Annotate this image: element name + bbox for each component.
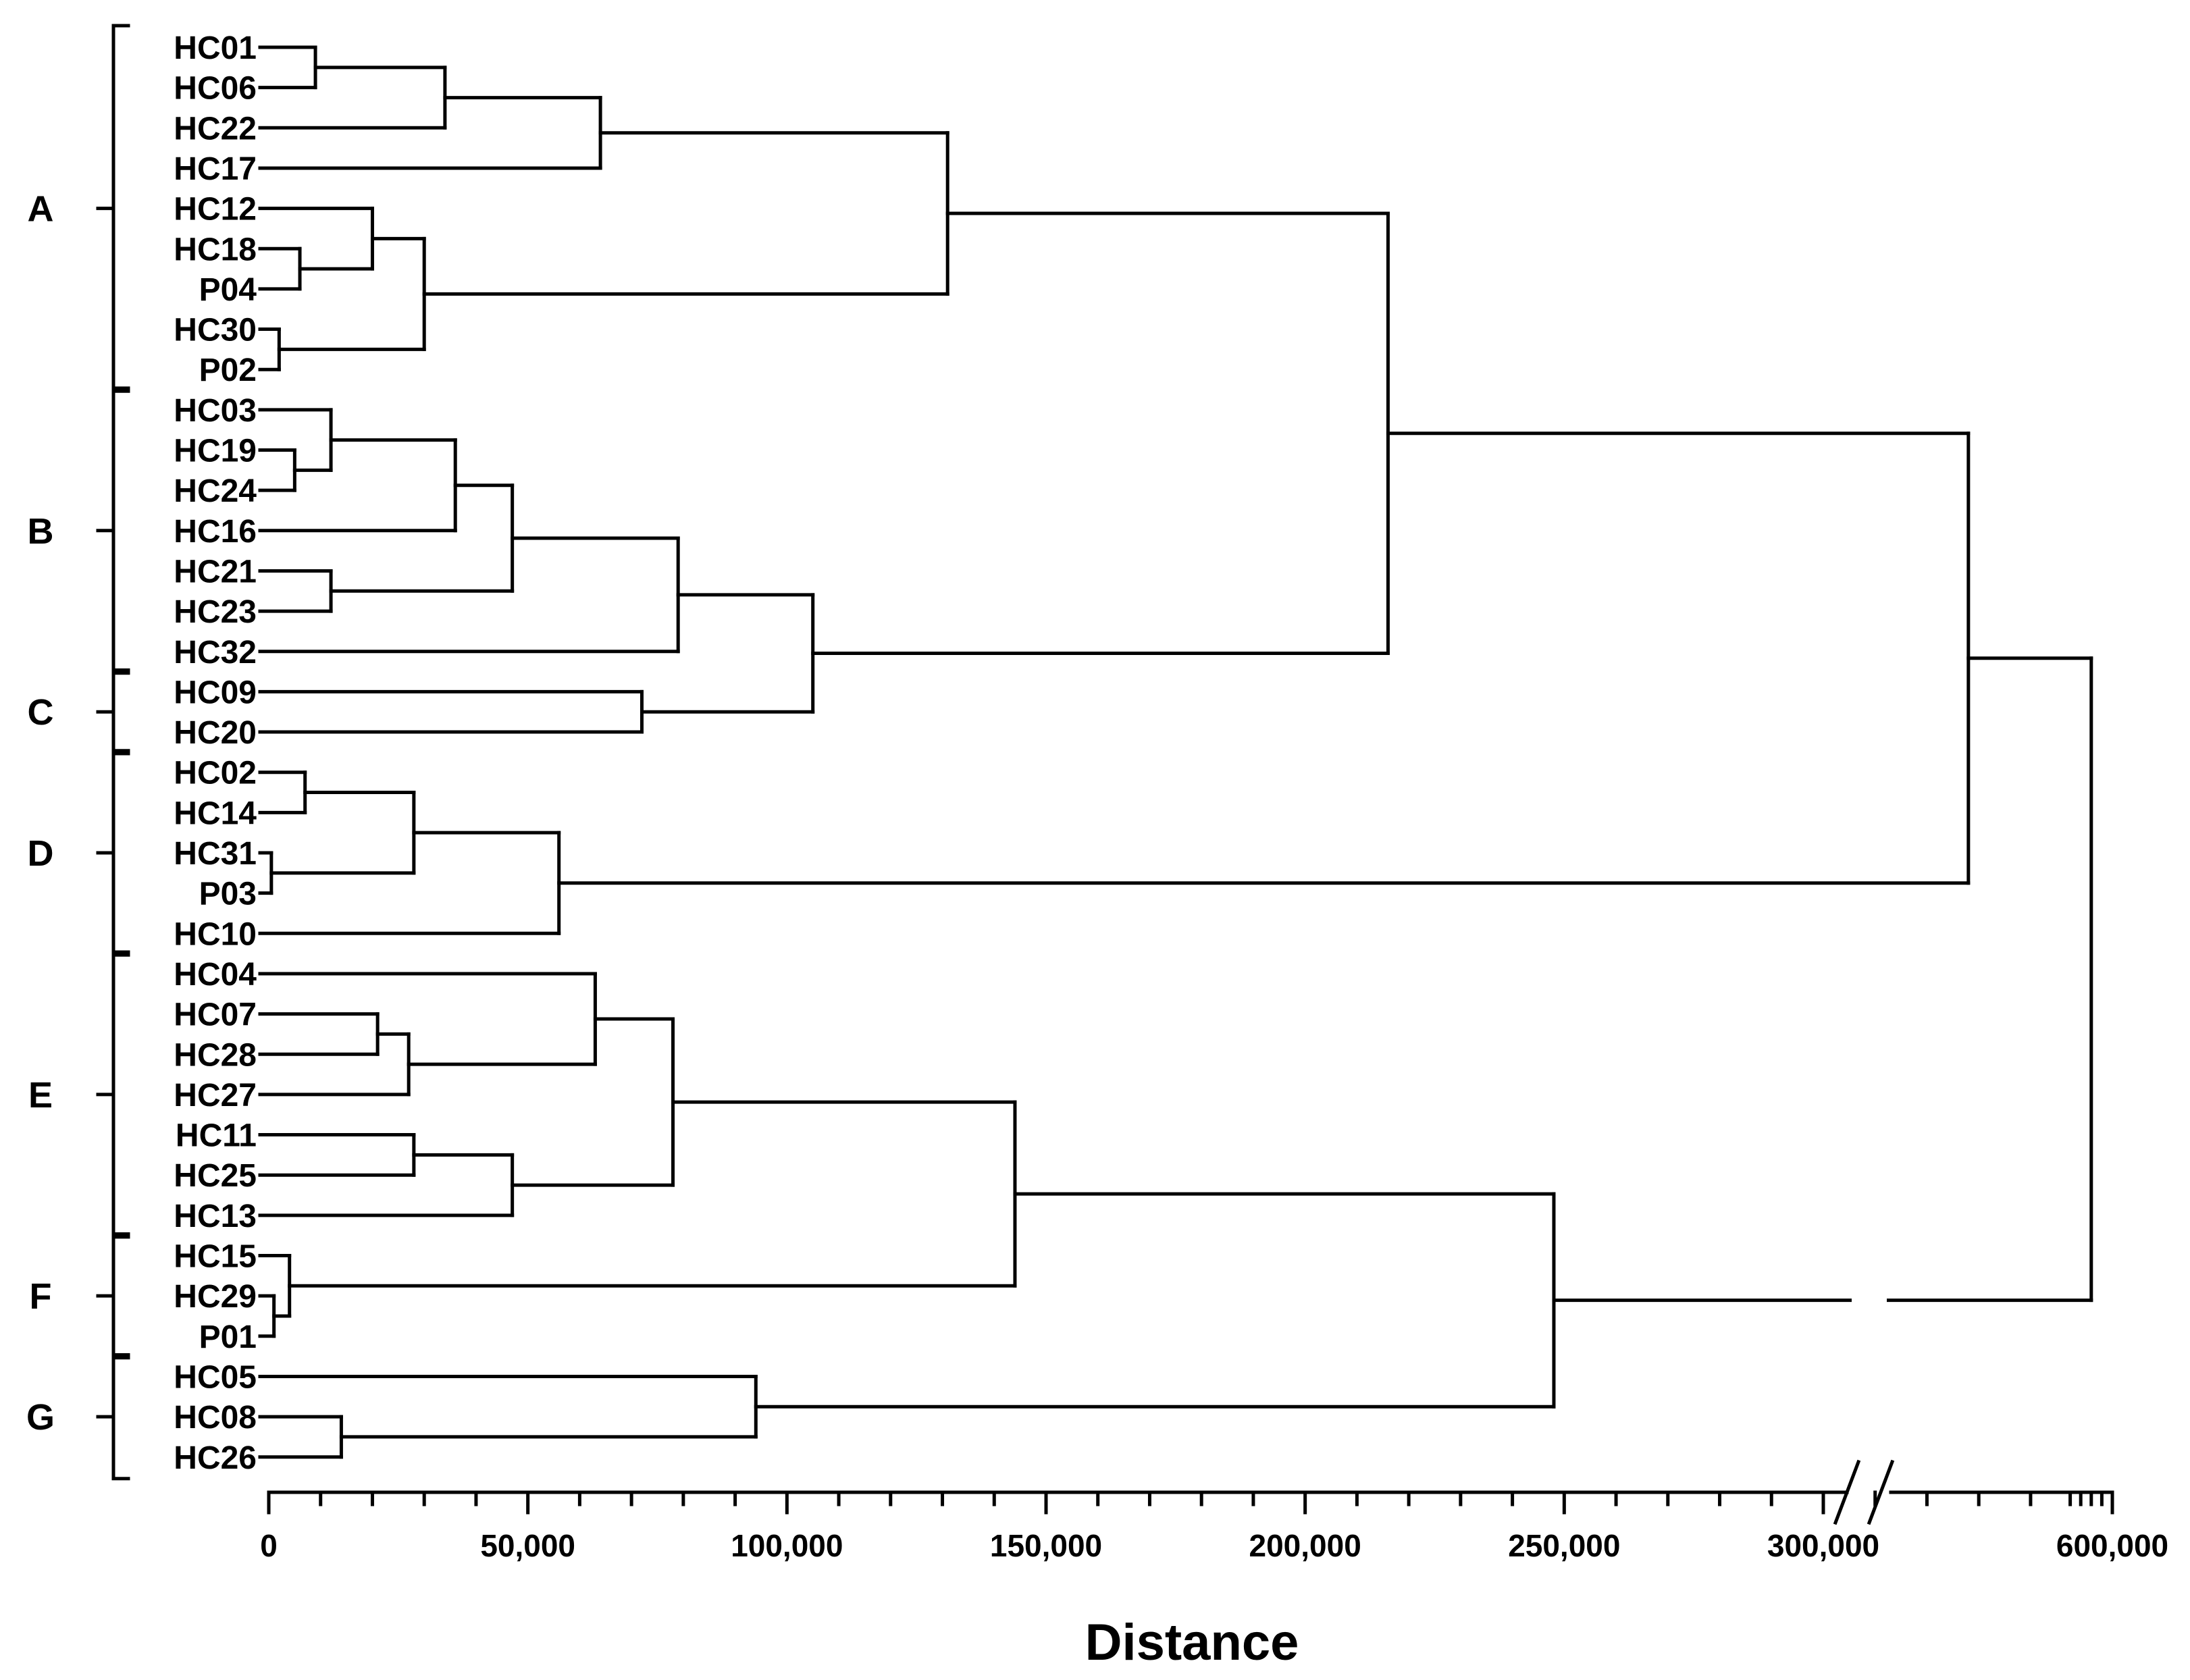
axis-break-gap-1 — [1852, 652, 1887, 664]
merge-m5 — [258, 207, 374, 271]
leaf-label-hc09: HC09 — [174, 675, 257, 710]
x-axis-title: Distance — [1085, 1614, 1299, 1671]
merge-m14 — [258, 536, 680, 654]
merge-m16 — [640, 593, 815, 714]
axis-break-mark-2 — [1867, 1459, 1895, 1525]
merge-m13 — [329, 483, 515, 593]
group-bracket-f: F — [30, 1232, 130, 1360]
leaf-label-hc12: HC12 — [174, 192, 257, 228]
leaf-label-hc02: HC02 — [174, 756, 257, 791]
merge-m9 — [258, 448, 296, 492]
group-bracket-g: G — [26, 1353, 130, 1481]
leaf-label-hc13: HC13 — [174, 1199, 257, 1234]
leaf-label-hc16: HC16 — [174, 514, 257, 550]
merge-m4 — [258, 246, 302, 291]
axis-break-mark-1 — [1833, 1459, 1861, 1525]
group-label-e: E — [28, 1075, 53, 1115]
x-tick-label: 50,000 — [480, 1528, 575, 1563]
merge-m27 — [258, 1153, 515, 1217]
group-bracket-b: B — [28, 386, 130, 675]
merge-m1 — [258, 45, 317, 90]
leaf-label-hc26: HC26 — [174, 1440, 257, 1476]
x-tick-label: 600,000 — [2056, 1528, 2168, 1563]
leaf-label-p02: P02 — [199, 352, 257, 388]
x-tick-label: 150,000 — [990, 1528, 1102, 1563]
merge-m12 — [258, 569, 333, 613]
merge-m35 — [1552, 656, 2093, 1303]
leaf-label-hc15: HC15 — [174, 1239, 257, 1275]
group-bracket-d: D — [28, 749, 130, 957]
leaf-label-hc17: HC17 — [174, 151, 257, 187]
merge-m3 — [258, 96, 602, 170]
merge-m33 — [258, 1374, 758, 1439]
leaf-label-hc03: HC03 — [174, 393, 257, 429]
leaf-label-hc32: HC32 — [174, 635, 257, 671]
group-label-d: D — [28, 833, 54, 874]
leaf-label-hc27: HC27 — [174, 1078, 257, 1113]
merge-m28 — [511, 1017, 675, 1187]
leaf-label-hc01: HC01 — [174, 30, 257, 66]
x-axis: 0 50,000 100,000 150,000 200,000 250,000 300,0… — [260, 1459, 2168, 1563]
leaf-label-hc22: HC22 — [174, 111, 257, 147]
axis-break-gap-2 — [1852, 1294, 1887, 1306]
leaf-label-hc04: HC04 — [174, 957, 257, 993]
merge-m18 — [258, 770, 307, 814]
leaf-label-hc24: HC24 — [174, 473, 257, 509]
x-tick-label: 0 — [260, 1528, 278, 1563]
merge-m31 — [288, 1100, 1017, 1288]
x-tick-label: 300,000 — [1767, 1528, 1879, 1563]
group-label-g: G — [26, 1397, 55, 1438]
leaf-label-hc06: HC06 — [174, 71, 257, 107]
merge-m25 — [258, 972, 597, 1066]
leaf-label-p04: P04 — [199, 272, 257, 308]
merge-m19 — [258, 851, 273, 895]
leaf-label-hc10: HC10 — [174, 916, 257, 952]
leaf-label-hc30: HC30 — [174, 313, 257, 348]
merge-m32 — [258, 1415, 343, 1459]
merge-m29 — [258, 1294, 276, 1338]
group-label-a: A — [28, 189, 54, 230]
leaf-label-hc21: HC21 — [174, 554, 257, 589]
merge-m17 — [811, 211, 1390, 656]
group-bracket-c: C — [28, 668, 130, 756]
leaf-label-hc07: HC07 — [174, 997, 257, 1033]
group-label-c: C — [28, 692, 54, 733]
leaf-label-p01: P01 — [199, 1319, 257, 1355]
leaf-label-hc19: HC19 — [174, 434, 257, 469]
leaf-label-hc28: HC28 — [174, 1037, 257, 1073]
leaf-label-hc14: HC14 — [174, 795, 257, 831]
merge-m20 — [269, 791, 416, 875]
x-tick-label: 200,000 — [1249, 1528, 1361, 1563]
merge-m34 — [754, 1192, 1556, 1409]
leaf-label-hc23: HC23 — [174, 594, 257, 630]
merge-m8 — [422, 131, 949, 296]
leaf-label-hc20: HC20 — [174, 715, 257, 751]
merge-m26 — [258, 1133, 416, 1177]
leaf-label-hc25: HC25 — [174, 1158, 257, 1194]
x-tick-label: 100,000 — [731, 1528, 843, 1563]
leaf-label-p03: P03 — [199, 876, 257, 912]
merge-m2 — [258, 65, 447, 130]
leaf-label-hc11: HC11 — [176, 1118, 257, 1154]
group-bracket-e: E — [28, 950, 130, 1239]
merge-m24 — [258, 1032, 411, 1097]
x-tick-label: 250,000 — [1508, 1528, 1620, 1563]
leaf-label-hc29: HC29 — [174, 1279, 257, 1315]
merge-m15 — [258, 689, 644, 734]
leaf-label-hc08: HC08 — [174, 1400, 257, 1436]
merge-m11 — [258, 438, 457, 533]
merge-m21 — [258, 831, 561, 935]
merge-m6 — [258, 327, 281, 371]
group-bracket-a: A — [28, 24, 130, 393]
group-label-b: B — [28, 511, 54, 552]
merge-m23 — [258, 1012, 380, 1056]
merge-m22 — [557, 431, 1971, 885]
leaf-label-hc18: HC18 — [174, 232, 257, 267]
group-label-f: F — [30, 1276, 52, 1317]
leaf-label-hc31: HC31 — [174, 836, 257, 872]
leaf-label-hc05: HC05 — [174, 1359, 257, 1395]
